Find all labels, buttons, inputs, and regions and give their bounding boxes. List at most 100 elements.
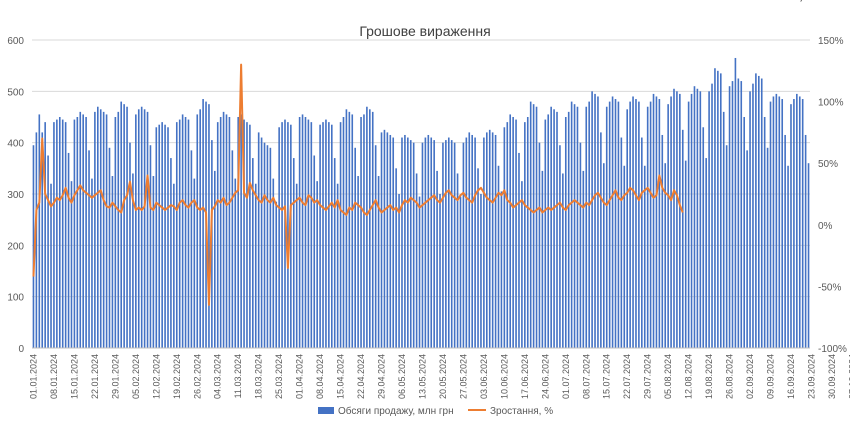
bar [105, 114, 108, 349]
bar [91, 178, 93, 348]
bar [322, 122, 324, 348]
bar [99, 109, 102, 348]
bar [208, 104, 210, 348]
bar [676, 91, 678, 348]
bar-series [32, 57, 810, 349]
x-tick-label: 24.06.2024 [540, 354, 550, 399]
bar [82, 114, 84, 349]
bar [398, 194, 400, 348]
bar [661, 134, 664, 348]
bar [167, 127, 169, 349]
bar [521, 181, 523, 348]
bar [439, 194, 441, 348]
bar [559, 145, 561, 348]
bar [632, 96, 634, 348]
annotation-label: +10,7% [783, 0, 817, 3]
bar [623, 165, 626, 348]
x-tick-label: 15.07.2024 [602, 354, 612, 399]
growth-line [32, 63, 684, 306]
bar [497, 165, 500, 348]
bar [35, 132, 38, 348]
bar [503, 127, 506, 349]
bar [269, 147, 272, 348]
bar [471, 134, 473, 348]
bar [310, 122, 313, 348]
bar [409, 140, 412, 348]
bar [702, 127, 705, 349]
bar [763, 117, 766, 348]
x-tick-label: 13.05.2024 [417, 354, 427, 399]
line-series [32, 63, 684, 306]
y-right-tick-label: -100% [818, 344, 847, 355]
y-left-tick-label: 500 [7, 87, 24, 98]
x-tick-label: 08.07.2024 [581, 354, 591, 399]
bar [111, 176, 114, 348]
x-tick-label: 09.09.2024 [766, 354, 776, 399]
bar [652, 93, 655, 349]
bar [117, 111, 120, 349]
bar [696, 88, 699, 349]
y-right-tick-label: 100% [818, 98, 844, 109]
bar [257, 132, 260, 348]
bar [667, 104, 669, 348]
bar [152, 176, 155, 348]
bar [766, 147, 769, 348]
bar [38, 114, 41, 349]
bar [535, 106, 538, 348]
bar [749, 91, 751, 348]
y-left-tick-label: 200 [7, 241, 24, 252]
bar [509, 114, 512, 349]
bar [70, 181, 73, 348]
x-tick-label: 02.09.2024 [745, 354, 755, 399]
bar [114, 117, 117, 348]
bar [290, 124, 292, 348]
x-tick-label: 19.02.2024 [172, 354, 182, 399]
bar [512, 117, 514, 348]
bar [442, 142, 444, 348]
bar [474, 137, 476, 348]
bar [181, 114, 184, 349]
bar [576, 106, 579, 348]
y-right-tick-label: 0% [818, 221, 833, 232]
bar [462, 142, 465, 348]
annotations: +10,7% [783, 0, 817, 3]
bar [450, 140, 453, 348]
bar [56, 119, 58, 348]
bar [325, 119, 327, 348]
x-tick-label: 15.04.2024 [336, 354, 346, 399]
bar [76, 117, 79, 348]
bar [506, 122, 509, 348]
bar [47, 155, 49, 348]
bar [216, 122, 219, 348]
bar [351, 114, 354, 349]
bar [769, 101, 772, 348]
bar [731, 81, 734, 348]
x-tick-label: 06.05.2024 [397, 354, 407, 399]
bar [266, 145, 269, 348]
bar [670, 96, 672, 348]
bar [369, 109, 371, 348]
bar [681, 129, 684, 348]
bar [746, 150, 748, 348]
bar [453, 142, 456, 348]
bar [412, 142, 415, 348]
bar [401, 137, 403, 348]
bar [85, 117, 87, 348]
bar [755, 73, 757, 349]
bar [591, 91, 593, 348]
bar [421, 142, 424, 348]
bar [664, 163, 667, 348]
bar [380, 132, 383, 348]
bar [588, 101, 590, 348]
x-tick-label: 29.01.2024 [110, 354, 120, 399]
bar [679, 93, 681, 349]
bar [605, 106, 608, 348]
bar [617, 101, 620, 348]
bar [424, 137, 427, 348]
bar [524, 122, 526, 348]
x-tick-label: 12.02.2024 [151, 354, 161, 399]
bar [342, 117, 345, 348]
bar [190, 150, 193, 348]
x-tick-label: 10.06.2024 [499, 354, 509, 399]
